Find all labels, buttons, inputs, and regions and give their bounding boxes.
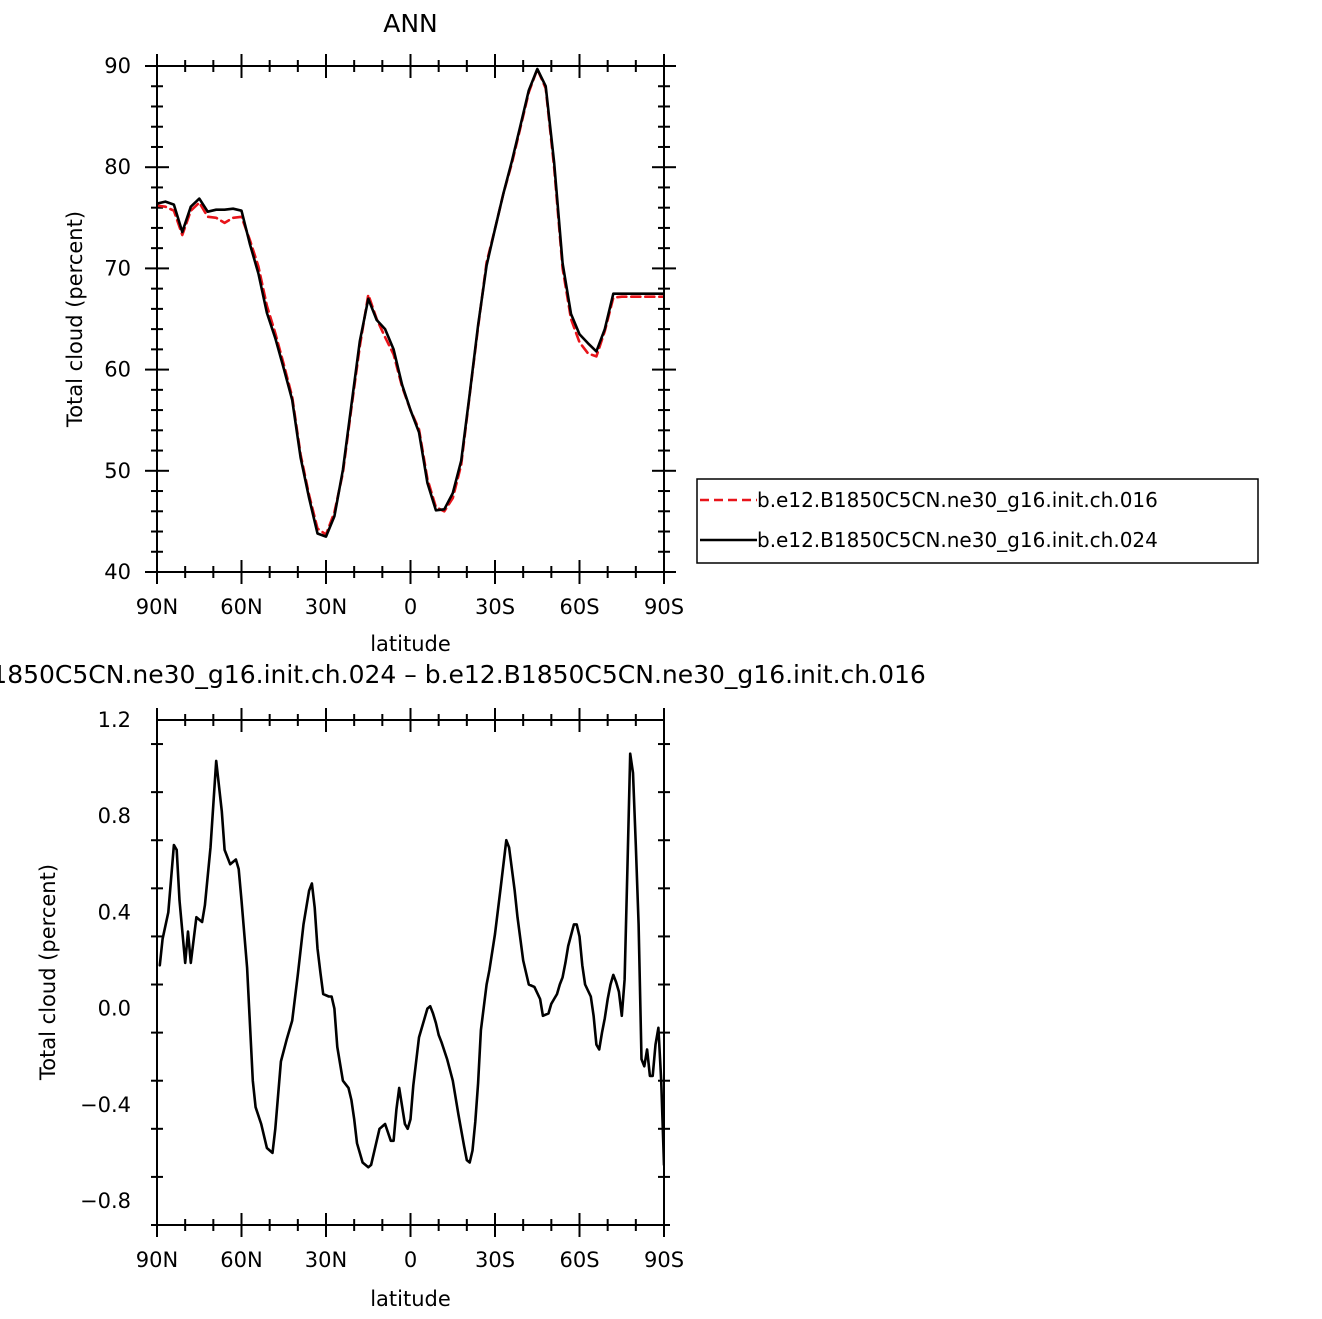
bottom-chart-xlabel: latitude [370, 1287, 451, 1311]
top-series-line-1 [157, 67, 664, 536]
top-x-tick-label: 60S [559, 595, 599, 619]
top-chart-series [157, 67, 664, 538]
bottom-y-tick-label: 1.2 [98, 708, 131, 732]
bottom-y-tick-label: −0.8 [80, 1189, 131, 1213]
top-chart-legend: b.e12.B1850C5CN.ne30_g16.init.ch.016 b.e… [696, 478, 1259, 564]
bottom-x-tick-label: 30N [305, 1248, 347, 1272]
top-chart-xlabel: latitude [370, 632, 451, 656]
bottom-y-tick-label: 0.4 [98, 900, 131, 924]
bottom-x-tick-label: 90S [644, 1248, 684, 1272]
top-x-tick-label: 60N [220, 595, 262, 619]
bottom-x-tick-label: 60S [559, 1248, 599, 1272]
top-y-tick-label: 40 [104, 560, 131, 584]
bottom-y-tick-label: 0.0 [98, 997, 131, 1021]
bottom-chart-title: b.e12.B1850C5CN.ne30_g16.init.ch.024 – b… [0, 660, 926, 689]
top-y-tick-label: 80 [104, 155, 131, 179]
top-y-tick-label: 50 [104, 459, 131, 483]
bottom-chart-ticks: 90N 60N 30N 0 30S 60S 90S −0.8 −0.4 0.0 0.4 0.8 1.2 [80, 708, 684, 1272]
legend-label-series-1: b.e12.B1850C5CN.ne30_g16.init.ch.016 [757, 488, 1158, 512]
bottom-chart-series [158, 752, 664, 1169]
top-x-tick-label: 30S [475, 595, 515, 619]
bottom-x-tick-label: 90N [136, 1248, 178, 1272]
top-x-tick-label: 90N [136, 595, 178, 619]
top-chart-title: ANN [383, 9, 438, 38]
bottom-y-tick-label: −0.4 [80, 1093, 131, 1117]
top-x-tick-label: 30N [305, 595, 347, 619]
top-y-tick-label: 90 [104, 54, 131, 78]
bottom-x-tick-label: 30S [475, 1248, 515, 1272]
bottom-y-tick-label: 0.8 [98, 804, 131, 828]
top-chart-ticks: 90N 60N 30N 0 30S 60S 90S 40 50 60 70 80 90 [104, 54, 684, 619]
legend-box [696, 478, 1259, 564]
bottom-x-tick-label: 60N [220, 1248, 262, 1272]
top-chart-ylabel: Total cloud (percent) [63, 211, 87, 428]
bottom-x-tick-label: 0 [404, 1248, 417, 1272]
top-series-line-2 [157, 67, 664, 538]
top-y-tick-label: 70 [104, 256, 131, 280]
top-x-tick-label: 90S [644, 595, 684, 619]
top-x-tick-label: 0 [404, 595, 417, 619]
legend-label-series-2: b.e12.B1850C5CN.ne30_g16.init.ch.024 [757, 528, 1158, 552]
bottom-series-line-1 [158, 752, 664, 1169]
bottom-chart: b.e12.B1850C5CN.ne30_g16.init.ch.024 – b… [0, 660, 926, 1311]
bottom-chart-ylabel: Total cloud (percent) [36, 864, 60, 1081]
top-y-tick-label: 60 [104, 358, 131, 382]
top-chart: ANN 90N 60N 30N 0 30S 60S 90S 40 50 60 70 80 90 lati… [63, 9, 1259, 656]
bottom-chart-frame [156, 719, 665, 1226]
top-chart-frame [156, 65, 665, 573]
